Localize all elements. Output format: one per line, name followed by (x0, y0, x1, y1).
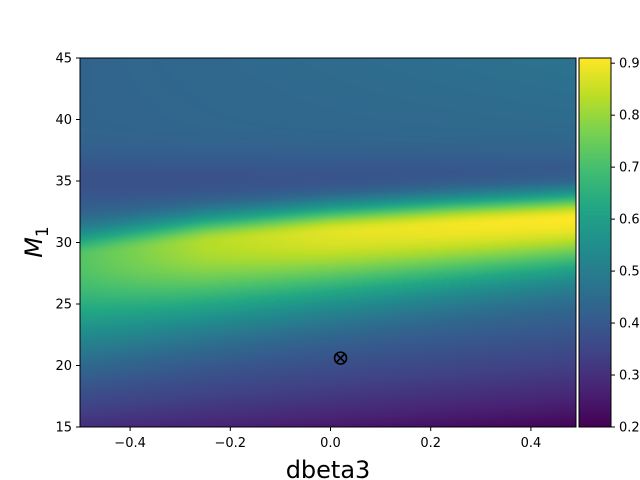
x-tick-label: 0.4 (521, 436, 542, 451)
x-tick-label: −0.2 (215, 436, 247, 451)
heatmap-image-holder (80, 58, 576, 427)
y-tick-label: 30 (55, 236, 72, 251)
y-axis-label: M1 (20, 226, 53, 258)
colorbar-frame (578, 57, 612, 428)
colorbar-tick-label: 0.9 (619, 57, 640, 72)
x-axis-label: dbeta3 (286, 456, 371, 480)
colorbar-tick-label: 0.2 (619, 421, 640, 436)
x-tick-label: 0.2 (420, 436, 441, 451)
y-tick-label: 40 (55, 113, 72, 128)
colorbar-tick-label: 0.4 (619, 317, 640, 332)
y-axis-label-subscript: 1 (33, 226, 53, 237)
y-tick-label: 35 (55, 175, 72, 190)
colorbar-tick-label: 0.5 (619, 265, 640, 280)
colorbar: 0.2 0.3 0.4 0.5 0.6 0.7 0.8 0.9 (578, 57, 640, 436)
y-tick-label: 20 (55, 359, 72, 374)
x-axis: −0.4 −0.2 0.0 0.2 0.4 (114, 427, 541, 451)
colorbar-tick-label: 0.8 (619, 109, 640, 124)
y-tick-label: 45 (55, 52, 72, 67)
data-point-marker (333, 351, 348, 365)
colorbar-tick-label: 0.7 (619, 161, 640, 176)
colorbar-gradient (579, 58, 611, 427)
y-axis: 15 20 25 30 35 40 45 (55, 52, 80, 436)
y-tick-label: 25 (55, 298, 72, 313)
marker-circle (333, 351, 348, 365)
heatmap-image (80, 58, 576, 427)
x-tick-label: 0.0 (320, 436, 341, 451)
colorbar-tick-label: 0.6 (619, 213, 640, 228)
x-tick-label: −0.4 (114, 436, 146, 451)
y-tick-label: 15 (55, 421, 72, 436)
marker-cross-b (335, 353, 346, 363)
y-axis-label-main: M (20, 237, 48, 258)
colorbar-gradient-holder (579, 58, 611, 427)
plot-area (79, 57, 577, 428)
colorbar-tick-label: 0.3 (619, 369, 640, 384)
marker-layer (333, 351, 348, 365)
colorbar-ticks: 0.2 0.3 0.4 0.5 0.6 0.7 0.8 0.9 (611, 57, 640, 436)
